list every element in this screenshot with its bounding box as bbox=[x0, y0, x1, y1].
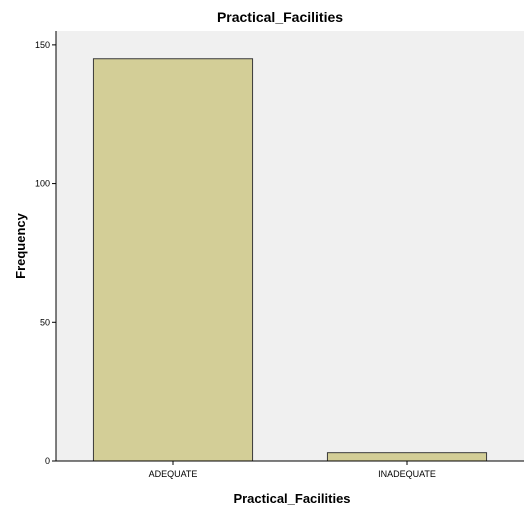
y-axis-label: Frequency bbox=[13, 212, 28, 279]
x-category-labels-group: ADEQUATE INADEQUATE bbox=[149, 461, 436, 479]
bar-adequate bbox=[92, 58, 254, 462]
y-ticks-group: 0 50 100 150 bbox=[35, 40, 56, 466]
bars-group bbox=[92, 58, 488, 462]
y-tick-label: 100 bbox=[35, 179, 50, 189]
y-tick-label: 50 bbox=[40, 317, 50, 327]
x-axis-label: Practical_Facilities bbox=[233, 491, 350, 506]
bar-inadequate bbox=[326, 452, 488, 462]
y-tick-label: 0 bbox=[45, 456, 50, 466]
y-tick-label: 150 bbox=[35, 40, 50, 50]
x-category-label: ADEQUATE bbox=[149, 469, 198, 479]
x-category-label: INADEQUATE bbox=[378, 469, 436, 479]
chart-title: Practical_Facilities bbox=[217, 9, 343, 25]
